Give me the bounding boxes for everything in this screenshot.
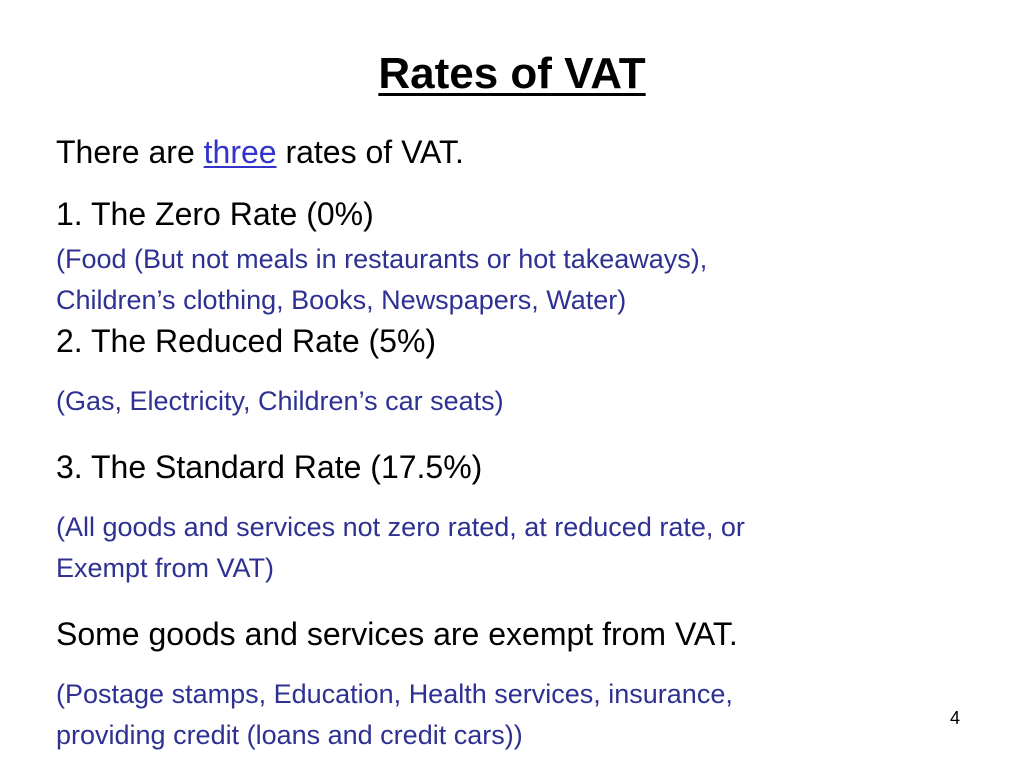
zero-rate-examples-line-1: (Food (But not meals in restaurants or h… — [56, 244, 708, 274]
exempt-heading: Some goods and services are exempt from … — [56, 616, 738, 652]
intro-line: There are three rates of VAT. — [56, 132, 464, 172]
intro-suffix: rates of VAT. — [276, 134, 464, 170]
slide-title: Rates of VAT — [378, 49, 646, 98]
intro-prefix: There are — [56, 134, 204, 170]
standard-rate-heading: 3. The Standard Rate (17.5%) — [56, 449, 483, 485]
zero-rate-examples-line-2: Children’s clothing, Books, Newspapers, … — [56, 285, 627, 315]
zero-rate-heading: 1. The Zero Rate (0%) — [56, 196, 374, 232]
reduced-rate-heading: 2. The Reduced Rate (5%) — [56, 323, 437, 359]
exempt-examples-line-2: providing credit (loans and credit cars)… — [56, 720, 523, 750]
page-number: 4 — [950, 708, 961, 728]
exempt-examples-line-1: (Postage stamps, Education, Health servi… — [56, 679, 733, 709]
standard-rate-examples-line-1: (All goods and services not zero rated, … — [56, 512, 745, 542]
three-link[interactable]: three — [203, 134, 277, 170]
standard-rate-examples-line-2: Exempt from VAT) — [56, 553, 275, 583]
reduced-rate-examples: (Gas, Electricity, Children’s car seats) — [56, 386, 504, 416]
